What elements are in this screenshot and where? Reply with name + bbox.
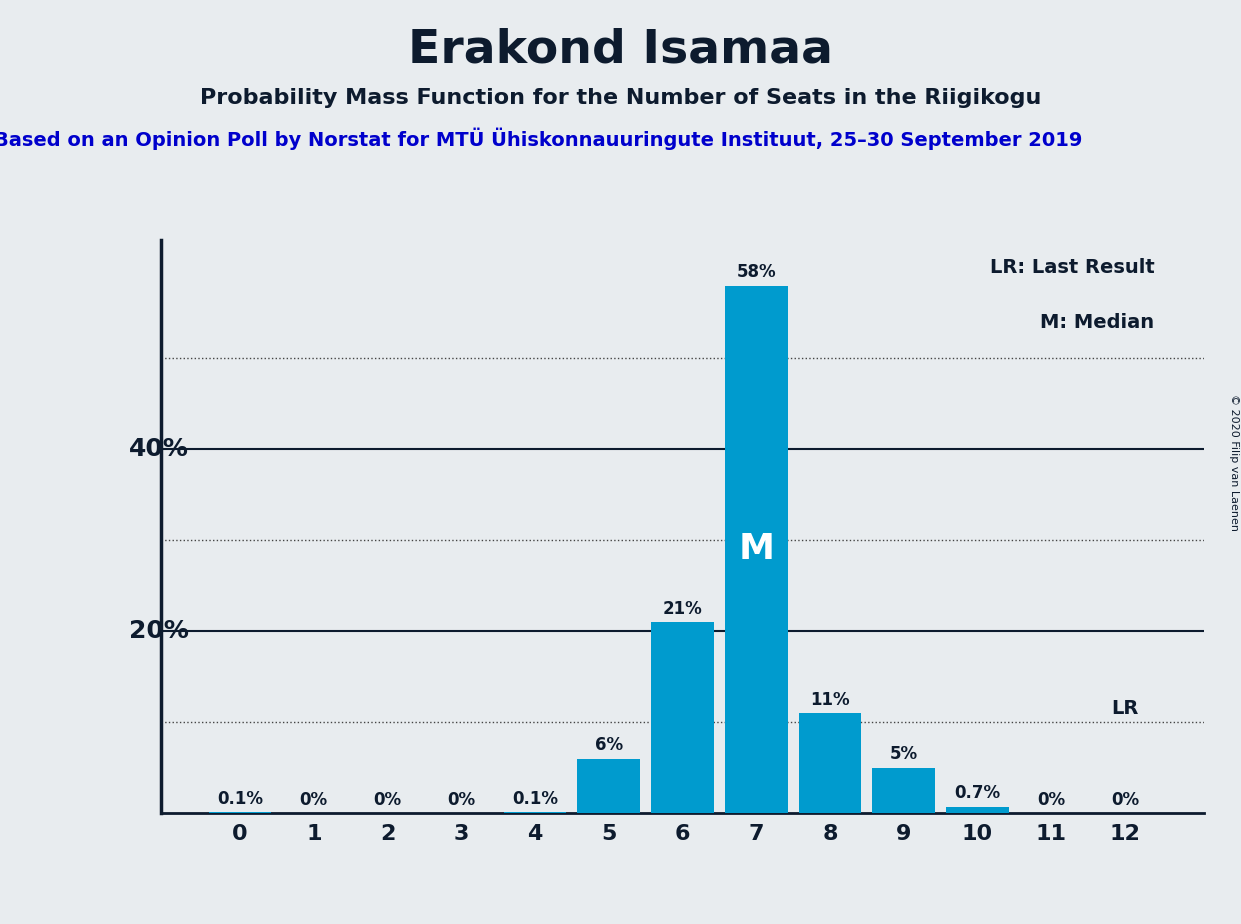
Text: 40%: 40% bbox=[129, 437, 189, 461]
Text: © 2020 Filip van Laenen: © 2020 Filip van Laenen bbox=[1229, 394, 1239, 530]
Text: 58%: 58% bbox=[736, 263, 776, 281]
Text: 21%: 21% bbox=[663, 600, 702, 617]
Text: Erakond Isamaa: Erakond Isamaa bbox=[408, 28, 833, 73]
Bar bbox=[652, 622, 714, 813]
Text: 0%: 0% bbox=[374, 791, 402, 808]
Bar bbox=[799, 713, 861, 813]
Bar bbox=[946, 807, 1009, 813]
Text: M: Median: M: Median bbox=[1040, 313, 1154, 332]
Text: Based on an Opinion Poll by Norstat for MTÜ Ühiskonnauuringute Instituut, 25–30 : Based on an Opinion Poll by Norstat for … bbox=[0, 128, 1082, 150]
Bar bbox=[872, 768, 936, 813]
Text: 0%: 0% bbox=[1037, 791, 1065, 808]
Text: 0%: 0% bbox=[300, 791, 328, 808]
Text: 0%: 0% bbox=[447, 791, 475, 808]
Text: 20%: 20% bbox=[129, 619, 189, 643]
Text: 11%: 11% bbox=[810, 690, 850, 709]
Text: M: M bbox=[738, 532, 774, 566]
Text: 0.1%: 0.1% bbox=[217, 790, 263, 808]
Text: 0%: 0% bbox=[1111, 791, 1139, 808]
Text: LR: Last Result: LR: Last Result bbox=[990, 259, 1154, 277]
Text: 0.7%: 0.7% bbox=[954, 784, 1000, 802]
Text: 6%: 6% bbox=[594, 736, 623, 754]
Text: Probability Mass Function for the Number of Seats in the Riigikogu: Probability Mass Function for the Number… bbox=[200, 88, 1041, 108]
Bar bbox=[725, 286, 788, 813]
Text: 0.1%: 0.1% bbox=[513, 790, 558, 808]
Text: 5%: 5% bbox=[890, 745, 918, 763]
Bar bbox=[577, 759, 640, 813]
Text: LR: LR bbox=[1112, 699, 1139, 718]
